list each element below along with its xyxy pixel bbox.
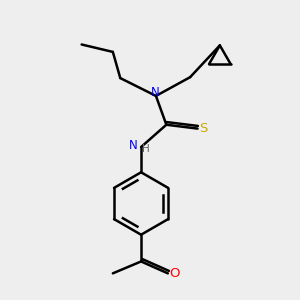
Text: N: N: [151, 86, 160, 99]
Text: H: H: [142, 144, 149, 154]
Text: S: S: [199, 122, 208, 134]
Text: O: O: [169, 267, 180, 280]
Text: N: N: [128, 139, 137, 152]
